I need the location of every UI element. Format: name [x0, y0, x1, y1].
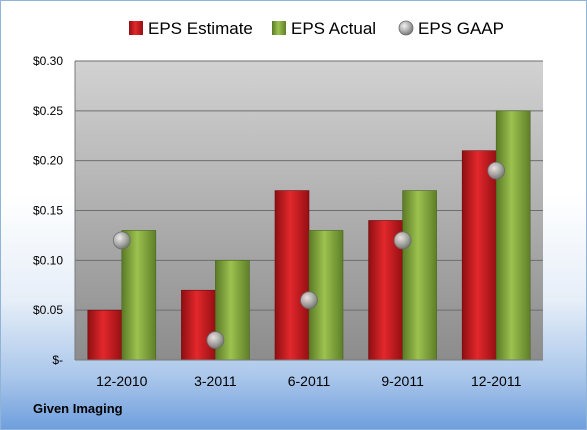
company-label: Given Imaging [33, 401, 123, 416]
marker-eps-gaap [206, 331, 225, 349]
marker-eps-gaap [487, 161, 506, 180]
x-tick-label: 9-2011 [381, 373, 424, 389]
gaap-markers [112, 161, 506, 349]
bar-eps-estimate [181, 289, 216, 361]
legend-swatch-eps-actual [272, 21, 286, 35]
y-tick-label: $- [52, 353, 63, 367]
legend-label: EPS Actual [291, 19, 376, 38]
marker-eps-gaap [300, 291, 318, 310]
y-axis: $- $0.05 $0.10 $0.15 $0.20 $0.25 $0.30 [33, 54, 76, 367]
y-tick-label: $0.05 [33, 303, 63, 317]
legend-label: EPS Estimate [148, 19, 253, 38]
bar-eps-actual [121, 230, 157, 361]
x-tick-label: 12-2011 [471, 373, 522, 389]
x-tick-label: 12-2010 [96, 373, 148, 389]
y-tick-label: $0.15 [33, 204, 63, 218]
bar-eps-estimate [87, 309, 123, 361]
y-tick-label: $0.20 [33, 154, 63, 168]
bar-eps-estimate [461, 150, 497, 361]
bar-eps-actual [402, 190, 437, 361]
x-axis: 12-2010 3-2011 6-2011 9-2011 12-2011 [75, 359, 543, 389]
bar-eps-actual [495, 110, 531, 361]
legend-swatch-eps-estimate [129, 21, 143, 35]
y-tick-label: $0.10 [33, 253, 63, 267]
legend-label: EPS GAAP [418, 19, 504, 38]
y-tick-label: $0.25 [33, 104, 63, 118]
marker-eps-gaap [112, 231, 131, 250]
y-tick-label: $0.30 [33, 54, 63, 68]
x-tick-label: 6-2011 [288, 373, 331, 389]
x-tick-label: 3-2011 [194, 373, 237, 389]
bar-eps-estimate [274, 190, 310, 361]
legend: EPS Estimate EPS Actual EPS GAAP [129, 19, 504, 38]
legend-swatch-eps-gaap [398, 20, 414, 36]
marker-eps-gaap [393, 231, 412, 250]
